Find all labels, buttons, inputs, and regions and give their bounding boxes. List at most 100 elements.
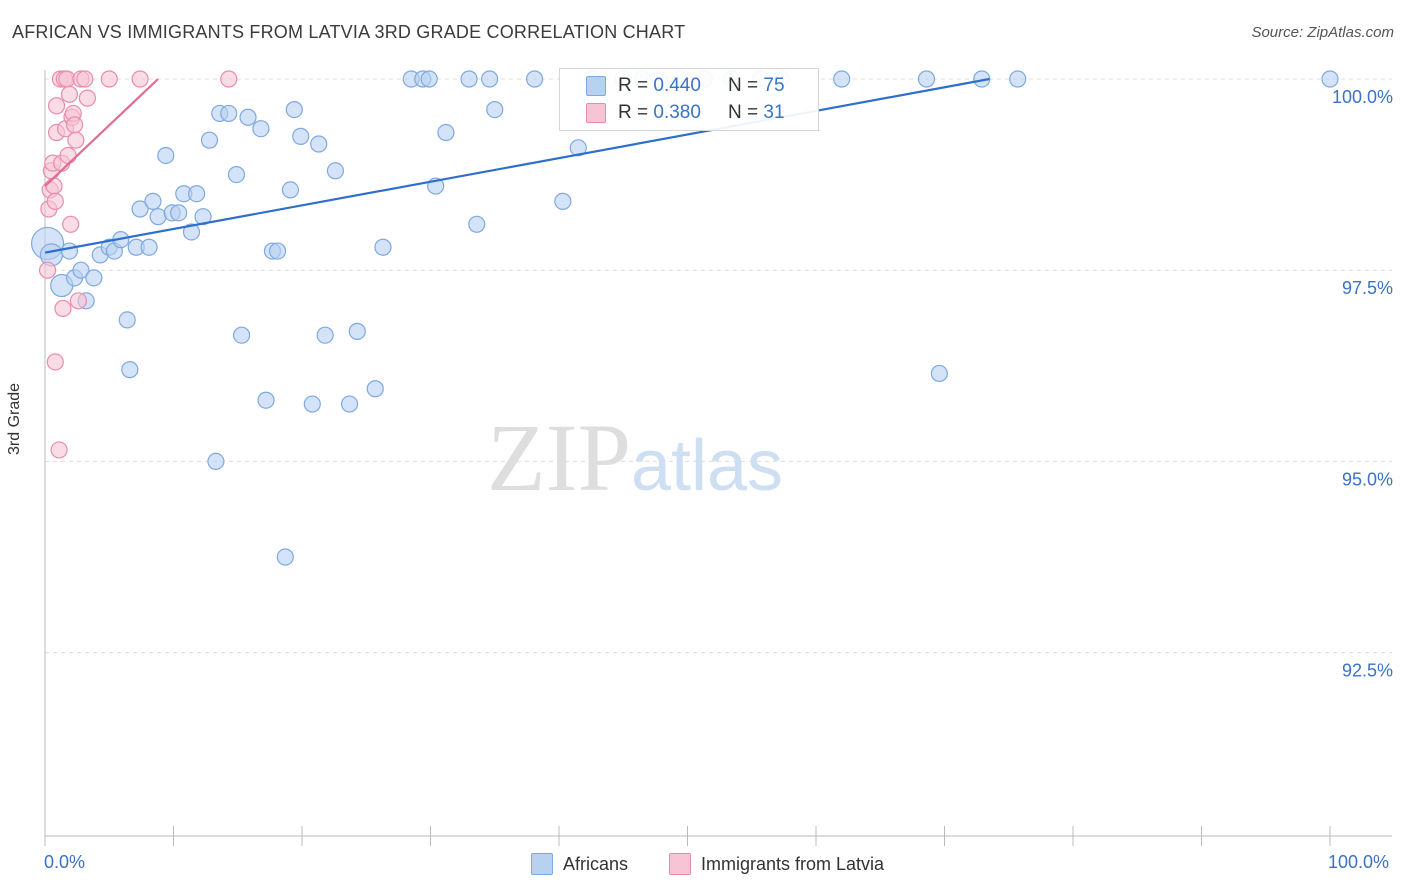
data-point[interactable] — [252, 120, 270, 138]
data-point[interactable] — [85, 269, 103, 287]
data-point[interactable] — [38, 261, 57, 279]
data-point[interactable] — [200, 131, 219, 149]
grid-lines — [45, 78, 1392, 654]
data-point[interactable] — [316, 326, 334, 344]
data-point[interactable] — [437, 123, 455, 142]
data-point[interactable] — [62, 215, 80, 233]
r-value: 0.440 — [653, 75, 701, 96]
data-point[interactable] — [973, 70, 991, 88]
data-point[interactable] — [460, 70, 478, 88]
latvia-swatch — [586, 103, 606, 123]
data-point[interactable] — [420, 70, 438, 88]
data-point[interactable] — [76, 70, 94, 88]
y-tick-label: 95.0% — [1342, 469, 1393, 489]
latvia-r: R = 0.380 — [618, 100, 728, 126]
data-point[interactable] — [468, 215, 486, 233]
data-point[interactable] — [78, 89, 97, 107]
r-label: R = — [618, 102, 654, 123]
y-tick-labels: 100.0% 97.5% 95.0% 92.5% — [1332, 87, 1393, 681]
data-point[interactable] — [54, 299, 72, 318]
legend-label-latvia: Immigrants from Latvia — [701, 853, 885, 874]
africans-r: R = 0.440 — [618, 73, 728, 99]
r-label: R = — [618, 75, 654, 96]
n-value: 75 — [763, 75, 785, 96]
data-point[interactable] — [569, 139, 587, 157]
data-point[interactable] — [47, 97, 66, 115]
data-point[interactable] — [118, 311, 136, 329]
legend-swatch-africans — [531, 853, 553, 875]
data-point[interactable] — [227, 166, 246, 184]
data-point[interactable] — [188, 185, 206, 203]
data-point[interactable] — [220, 70, 238, 88]
data-point[interactable] — [140, 238, 158, 256]
data-point[interactable] — [1321, 70, 1339, 88]
data-point[interactable] — [131, 70, 149, 88]
data-point[interactable] — [69, 292, 88, 310]
data-point[interactable] — [131, 200, 149, 218]
stats-row-latvia: R = 0.380 N = 31 — [586, 100, 785, 126]
trend-line-latvia — [44, 78, 159, 187]
data-point[interactable] — [60, 85, 79, 103]
data-point[interactable] — [276, 548, 294, 566]
data-point[interactable] — [292, 127, 310, 145]
data-point[interactable] — [45, 177, 63, 195]
data-point[interactable] — [46, 192, 64, 210]
watermark-zip: ZIP — [487, 404, 631, 511]
africans-swatch — [586, 76, 606, 96]
data-point[interactable] — [281, 181, 300, 199]
data-point[interactable] — [833, 70, 851, 88]
africans-n: N = 75 — [728, 73, 785, 99]
data-point[interactable] — [917, 70, 936, 88]
data-point[interactable] — [340, 395, 359, 413]
data-point[interactable] — [554, 192, 572, 210]
data-point[interactable] — [303, 395, 321, 413]
trend-line-africans — [44, 77, 990, 254]
data-point[interactable] — [486, 100, 504, 119]
legend-label-africans: Africans — [563, 853, 629, 874]
data-point[interactable] — [310, 135, 328, 153]
data-point[interactable] — [285, 100, 303, 119]
series-latvia — [38, 70, 238, 459]
data-point[interactable] — [1009, 70, 1027, 88]
data-point[interactable] — [366, 380, 384, 398]
data-point[interactable] — [50, 441, 68, 459]
data-point[interactable] — [144, 192, 162, 210]
data-point[interactable] — [72, 261, 90, 279]
data-point[interactable] — [930, 364, 948, 383]
data-point[interactable] — [220, 104, 238, 123]
data-point[interactable] — [268, 242, 287, 260]
data-point[interactable] — [59, 146, 77, 165]
n-value: 31 — [763, 102, 785, 123]
data-point[interactable] — [170, 204, 188, 222]
legend-swatch-latvia — [669, 853, 691, 875]
data-point[interactable] — [525, 70, 544, 88]
data-point[interactable] — [326, 162, 345, 180]
data-point[interactable] — [65, 116, 84, 134]
data-point[interactable] — [100, 70, 118, 88]
data-point[interactable] — [481, 70, 499, 88]
data-point[interactable] — [157, 146, 175, 165]
data-point[interactable] — [60, 242, 79, 260]
data-point[interactable] — [149, 208, 167, 226]
source-credit: Source: ZipAtlas.com — [1251, 24, 1394, 41]
data-point[interactable] — [182, 223, 201, 241]
data-point[interactable] — [233, 326, 251, 344]
data-point[interactable] — [207, 452, 225, 470]
watermark-atlas: atlas — [631, 426, 783, 506]
watermark: ZIPatlas — [487, 404, 783, 511]
series-layer — [30, 70, 1339, 566]
stats-row-africans: R = 0.440 N = 75 — [586, 73, 785, 99]
legend-item-africans[interactable]: Africans — [531, 852, 628, 876]
data-point[interactable] — [239, 108, 257, 126]
data-point[interactable] — [67, 131, 85, 149]
data-point[interactable] — [348, 322, 366, 340]
data-point[interactable] — [257, 391, 275, 409]
legend-item-latvia[interactable]: Immigrants from Latvia — [669, 852, 884, 876]
data-point[interactable] — [374, 238, 392, 256]
stats-legend: R = 0.440 N = 75 R = 0.380 N = 31 — [559, 68, 819, 131]
data-point[interactable] — [121, 361, 139, 379]
chart-title: AFRICAN VS IMMIGRANTS FROM LATVIA 3RD GR… — [12, 22, 686, 42]
data-point[interactable] — [46, 353, 64, 371]
x-tick-min: 0.0% — [44, 852, 86, 872]
